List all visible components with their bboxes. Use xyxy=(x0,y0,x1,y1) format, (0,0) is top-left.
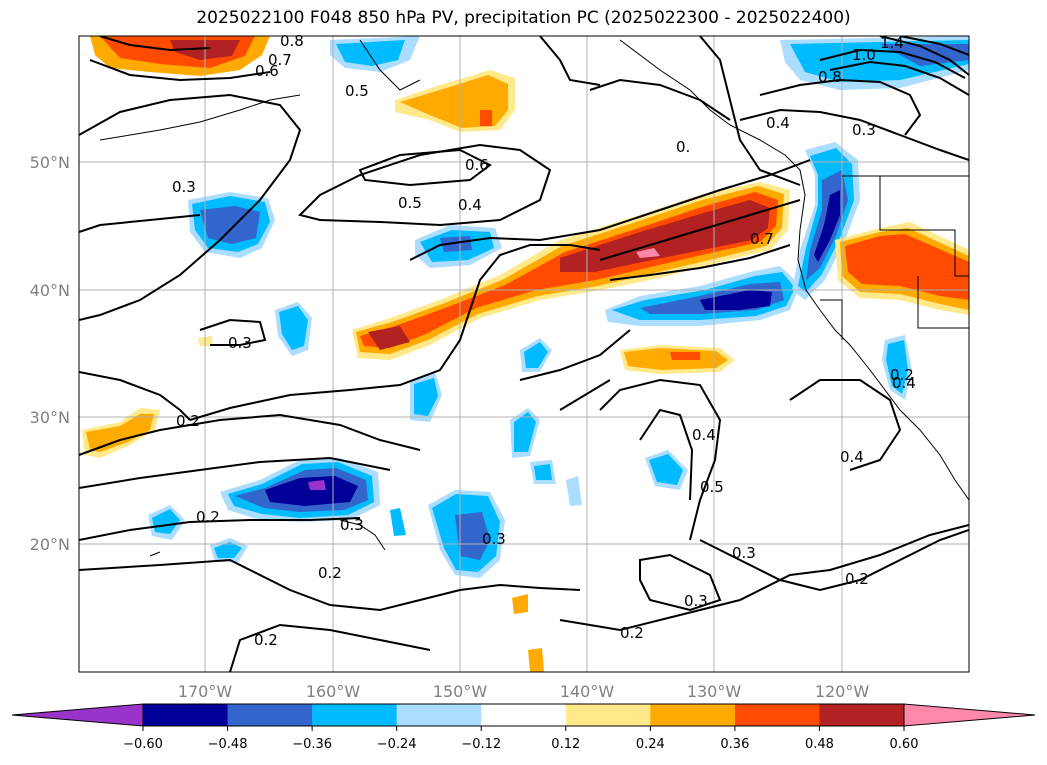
contour-label: 0.4 xyxy=(692,426,716,444)
lon-label: 130°W xyxy=(687,682,742,701)
precipitation-shading xyxy=(82,36,969,672)
contour-label: 0.6 xyxy=(255,62,279,80)
contour-label: 0.5 xyxy=(345,82,369,100)
colorbar-swatch xyxy=(565,704,651,726)
contour-label: 0.7 xyxy=(268,51,292,69)
lon-label: 150°W xyxy=(433,682,488,701)
lon-label: 160°W xyxy=(306,682,361,701)
contour-label: 0.3 xyxy=(228,334,252,352)
map-frame xyxy=(78,35,970,673)
contour-label: 0.2 xyxy=(845,570,869,588)
colorbar-swatch xyxy=(227,704,313,726)
contour-label: 0.2 xyxy=(176,412,200,430)
contour-label: 0.3 xyxy=(172,178,196,196)
contour-label: 0. xyxy=(676,138,690,156)
colorbar-tick-label: −0.24 xyxy=(377,737,417,752)
colorbar-swatch xyxy=(650,704,736,726)
contour-label: 0.2 xyxy=(890,366,914,384)
colorbar-tick-label: 0.24 xyxy=(636,737,665,752)
longitude-labels: 170°W 160°W 150°W 140°W 130°W 120°W xyxy=(178,682,870,701)
gridlines xyxy=(79,36,969,672)
contour-label: 0.3 xyxy=(482,530,506,548)
contour-label: 0.2 xyxy=(196,508,220,526)
lat-label: 20°N xyxy=(30,535,70,554)
contour-labels: 0.8 0.7 0.6 0.5 0.3 0.6 0.5 0.4 0.4 0.7 … xyxy=(172,32,916,649)
lon-label: 170°W xyxy=(178,682,233,701)
colorbar-swatch xyxy=(481,704,567,726)
contour-label: 0.4 xyxy=(892,374,916,392)
colorbar-tick-label: 0.48 xyxy=(805,737,834,752)
contour-label: 0.4 xyxy=(766,114,790,132)
pv-contours xyxy=(79,36,969,672)
contour-label: 0.3 xyxy=(340,516,364,534)
lon-label: 140°W xyxy=(560,682,615,701)
contour-label: 0.2 xyxy=(254,631,278,649)
contour-label: 0.7 xyxy=(750,230,774,248)
colorbar-tick-label: −0.36 xyxy=(292,737,332,752)
contour-label: 0.4 xyxy=(840,448,864,466)
colorbar-swatch xyxy=(819,704,905,726)
lat-label: 40°N xyxy=(30,281,70,300)
contour-label: 0.3 xyxy=(852,121,876,139)
colorbar-swatch xyxy=(143,704,229,726)
colorbar-tick-label: 0.36 xyxy=(720,737,749,752)
contour-label: 1.0 xyxy=(852,46,876,64)
contour-label: 0.6 xyxy=(465,156,489,174)
colorbar-tick-label: −0.12 xyxy=(461,737,501,752)
contour-label: 0.3 xyxy=(684,592,708,610)
latitude-labels: 50°N 40°N 30°N 20°N xyxy=(30,153,70,554)
lat-label: 50°N xyxy=(30,153,70,172)
contour-label: 0.5 xyxy=(700,478,724,496)
colorbar-tick-label: −0.48 xyxy=(208,737,248,752)
colorbar-tick-label: −0.60 xyxy=(123,737,163,752)
contour-label: 0.3 xyxy=(732,544,756,562)
colorbar-outline xyxy=(142,703,905,727)
colorbar-swatch xyxy=(312,704,398,726)
contour-label: 1.4 xyxy=(880,34,904,52)
lon-label: 120°W xyxy=(815,682,870,701)
contour-label: 0.5 xyxy=(398,194,422,212)
colorbar-tick-label: 0.12 xyxy=(551,737,580,752)
contour-label: 0.2 xyxy=(318,564,342,582)
colorbar-swatch xyxy=(734,704,820,726)
contour-label: 0.8 xyxy=(280,32,304,50)
lat-label: 30°N xyxy=(30,408,70,427)
chart-title: 2025022100 F048 850 hPa PV, precipitatio… xyxy=(196,8,851,28)
colorbar-swatch xyxy=(396,704,482,726)
colorbar-tick-label: 0.60 xyxy=(890,737,919,752)
colorbar-extend-high xyxy=(903,703,1036,727)
contour-label: 0.2 xyxy=(620,624,644,642)
contour-label: 0.4 xyxy=(458,196,482,214)
colorbar: −0.60 −0.48 −0.36 −0.24 −0.12 0.12 0.24 0.36 0.4… xyxy=(11,703,1036,752)
colorbar-extend-low xyxy=(11,703,144,727)
contour-label: 0.8 xyxy=(818,68,842,86)
